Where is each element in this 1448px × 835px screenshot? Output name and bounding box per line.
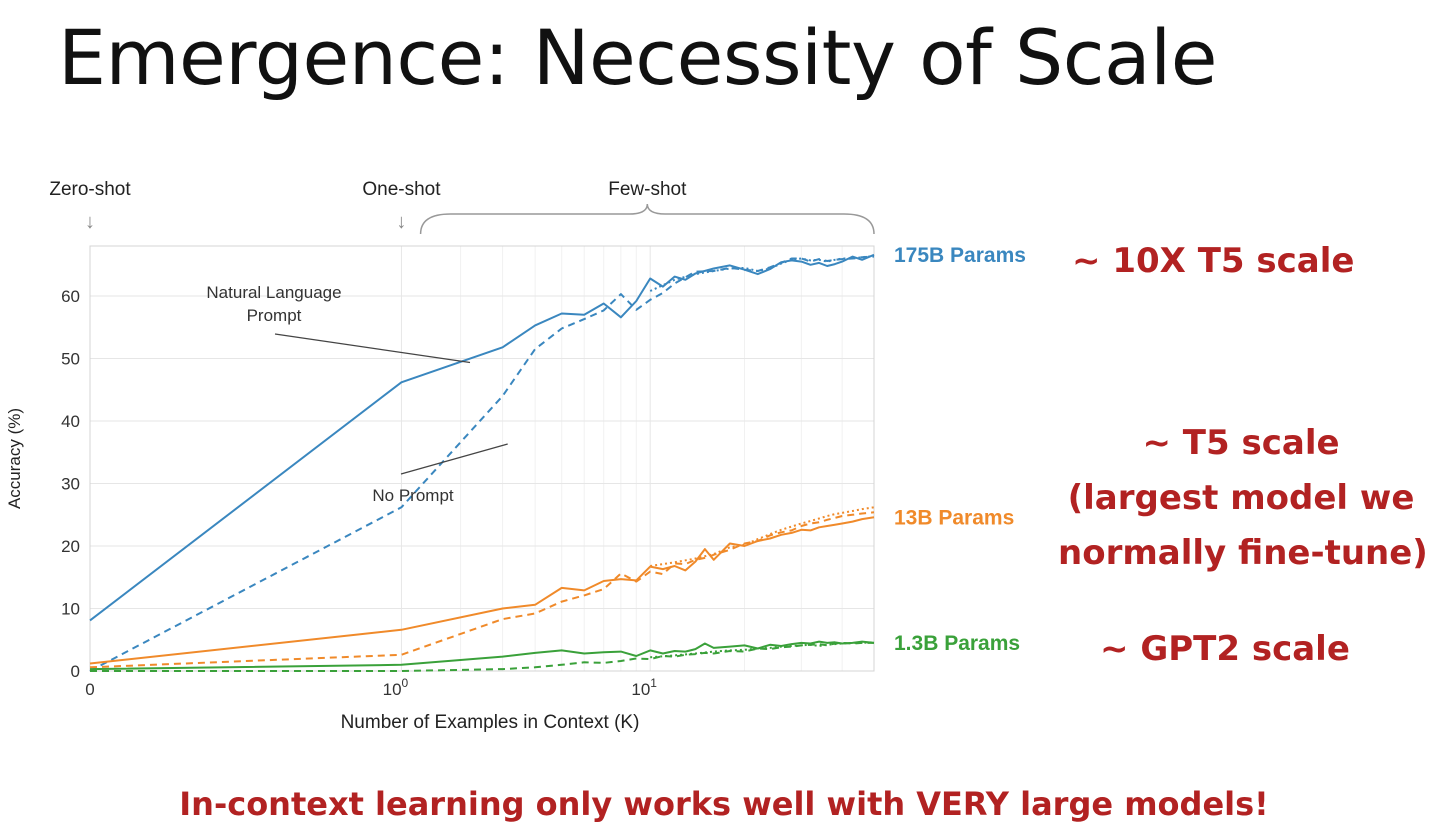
x-tick-label: 101 — [631, 676, 657, 699]
series-dotted-line — [650, 506, 875, 567]
annotation-13b-scale: ~ T5 scale (largest model we normally fi… — [1058, 416, 1428, 581]
y-tick-label: 50 — [61, 350, 80, 369]
series-end-label: 175B Params — [894, 244, 1026, 267]
y-tick-label: 30 — [61, 475, 80, 494]
annotation-13b-line-2: (largest model we — [1067, 478, 1415, 518]
annotation-text: No Prompt — [372, 486, 454, 505]
series-dashed-line — [90, 641, 874, 672]
plot-area — [90, 246, 874, 671]
annotation-13b-line-3: normally fine-tune) — [1058, 533, 1428, 573]
y-tick-label: 40 — [61, 412, 80, 431]
series-solid-line — [89, 516, 875, 665]
few-shot-label: Few-shot — [608, 179, 687, 200]
x-tick-label: 100 — [383, 676, 409, 699]
series-dotted-line — [649, 255, 875, 292]
annotation-text: Prompt — [247, 306, 302, 325]
series-dashed-line — [89, 511, 875, 669]
shot-arrow: ↓ — [85, 211, 95, 233]
y-axis-label: Accuracy (%) — [5, 408, 24, 509]
annotation-pointer — [400, 443, 508, 475]
y-tick-label: 60 — [61, 287, 80, 306]
series-end-label: 1.3B Params — [894, 632, 1020, 655]
slide-title: Emergence: Necessity of Scale — [58, 13, 1217, 102]
shot-label: Zero-shot — [49, 179, 131, 200]
shot-arrow: ↓ — [396, 211, 406, 233]
shot-label: One-shot — [362, 179, 441, 200]
x-axis-label: Number of Examples in Context (K) — [341, 712, 640, 733]
x-tick-exponent: 0 — [402, 676, 409, 690]
series-solid-line — [89, 253, 875, 622]
annotation-175b-scale: ~ 10X T5 scale — [1072, 241, 1355, 281]
y-tick-label: 0 — [71, 662, 80, 681]
annotation-13b-line-1: ~ T5 scale — [1142, 423, 1340, 463]
y-tick-label: 10 — [61, 600, 80, 619]
series-solid-line — [89, 640, 875, 671]
x-tick-label: 0 — [85, 680, 94, 699]
series-dotted-line — [650, 641, 875, 659]
slide-footer: In-context learning only works well with… — [179, 785, 1269, 823]
annotation-1-3b-scale: ~ GPT2 scale — [1100, 629, 1350, 669]
y-tick-label: 20 — [61, 537, 80, 556]
few-shot-brace — [419, 203, 875, 235]
plot-frame — [89, 245, 875, 672]
annotation-text: Natural Language — [206, 283, 341, 302]
x-tick-exponent: 1 — [650, 676, 657, 690]
annotation-pointer — [274, 333, 471, 364]
series-end-label: 13B Params — [894, 506, 1014, 529]
